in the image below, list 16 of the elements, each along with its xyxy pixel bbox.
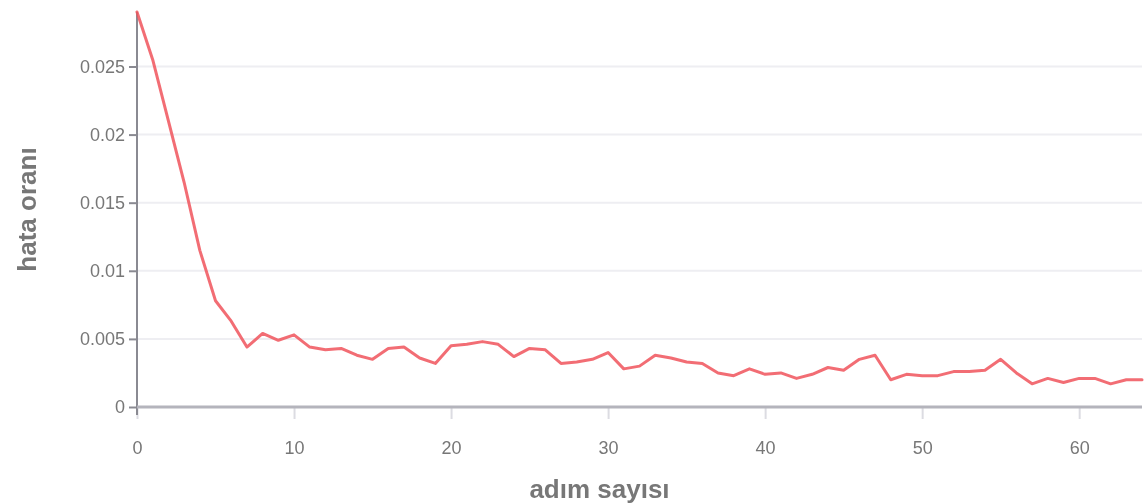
x-tick-label: 0 (132, 437, 143, 458)
x-tick-label: 40 (755, 437, 776, 458)
y-tick-label: 0.01 (89, 261, 125, 282)
y-tick-label: 0 (114, 397, 125, 418)
x-axis-title: adım sayısı (529, 474, 670, 504)
x-tick-label: 60 (1069, 437, 1090, 458)
line-series (135, 10, 1144, 386)
x-tick-label: 10 (284, 437, 305, 458)
x-tick-label: 20 (441, 437, 462, 458)
x-tick-label: 50 (912, 437, 933, 458)
x-tick-label: 30 (598, 437, 619, 458)
y-tick-label: 0.015 (79, 192, 125, 213)
y-tick-label: 0.005 (79, 329, 125, 350)
y-tick-label: 0.025 (79, 56, 125, 77)
y-axis-title: hata oranı (12, 147, 42, 272)
y-tick-label: 0.02 (89, 124, 125, 145)
